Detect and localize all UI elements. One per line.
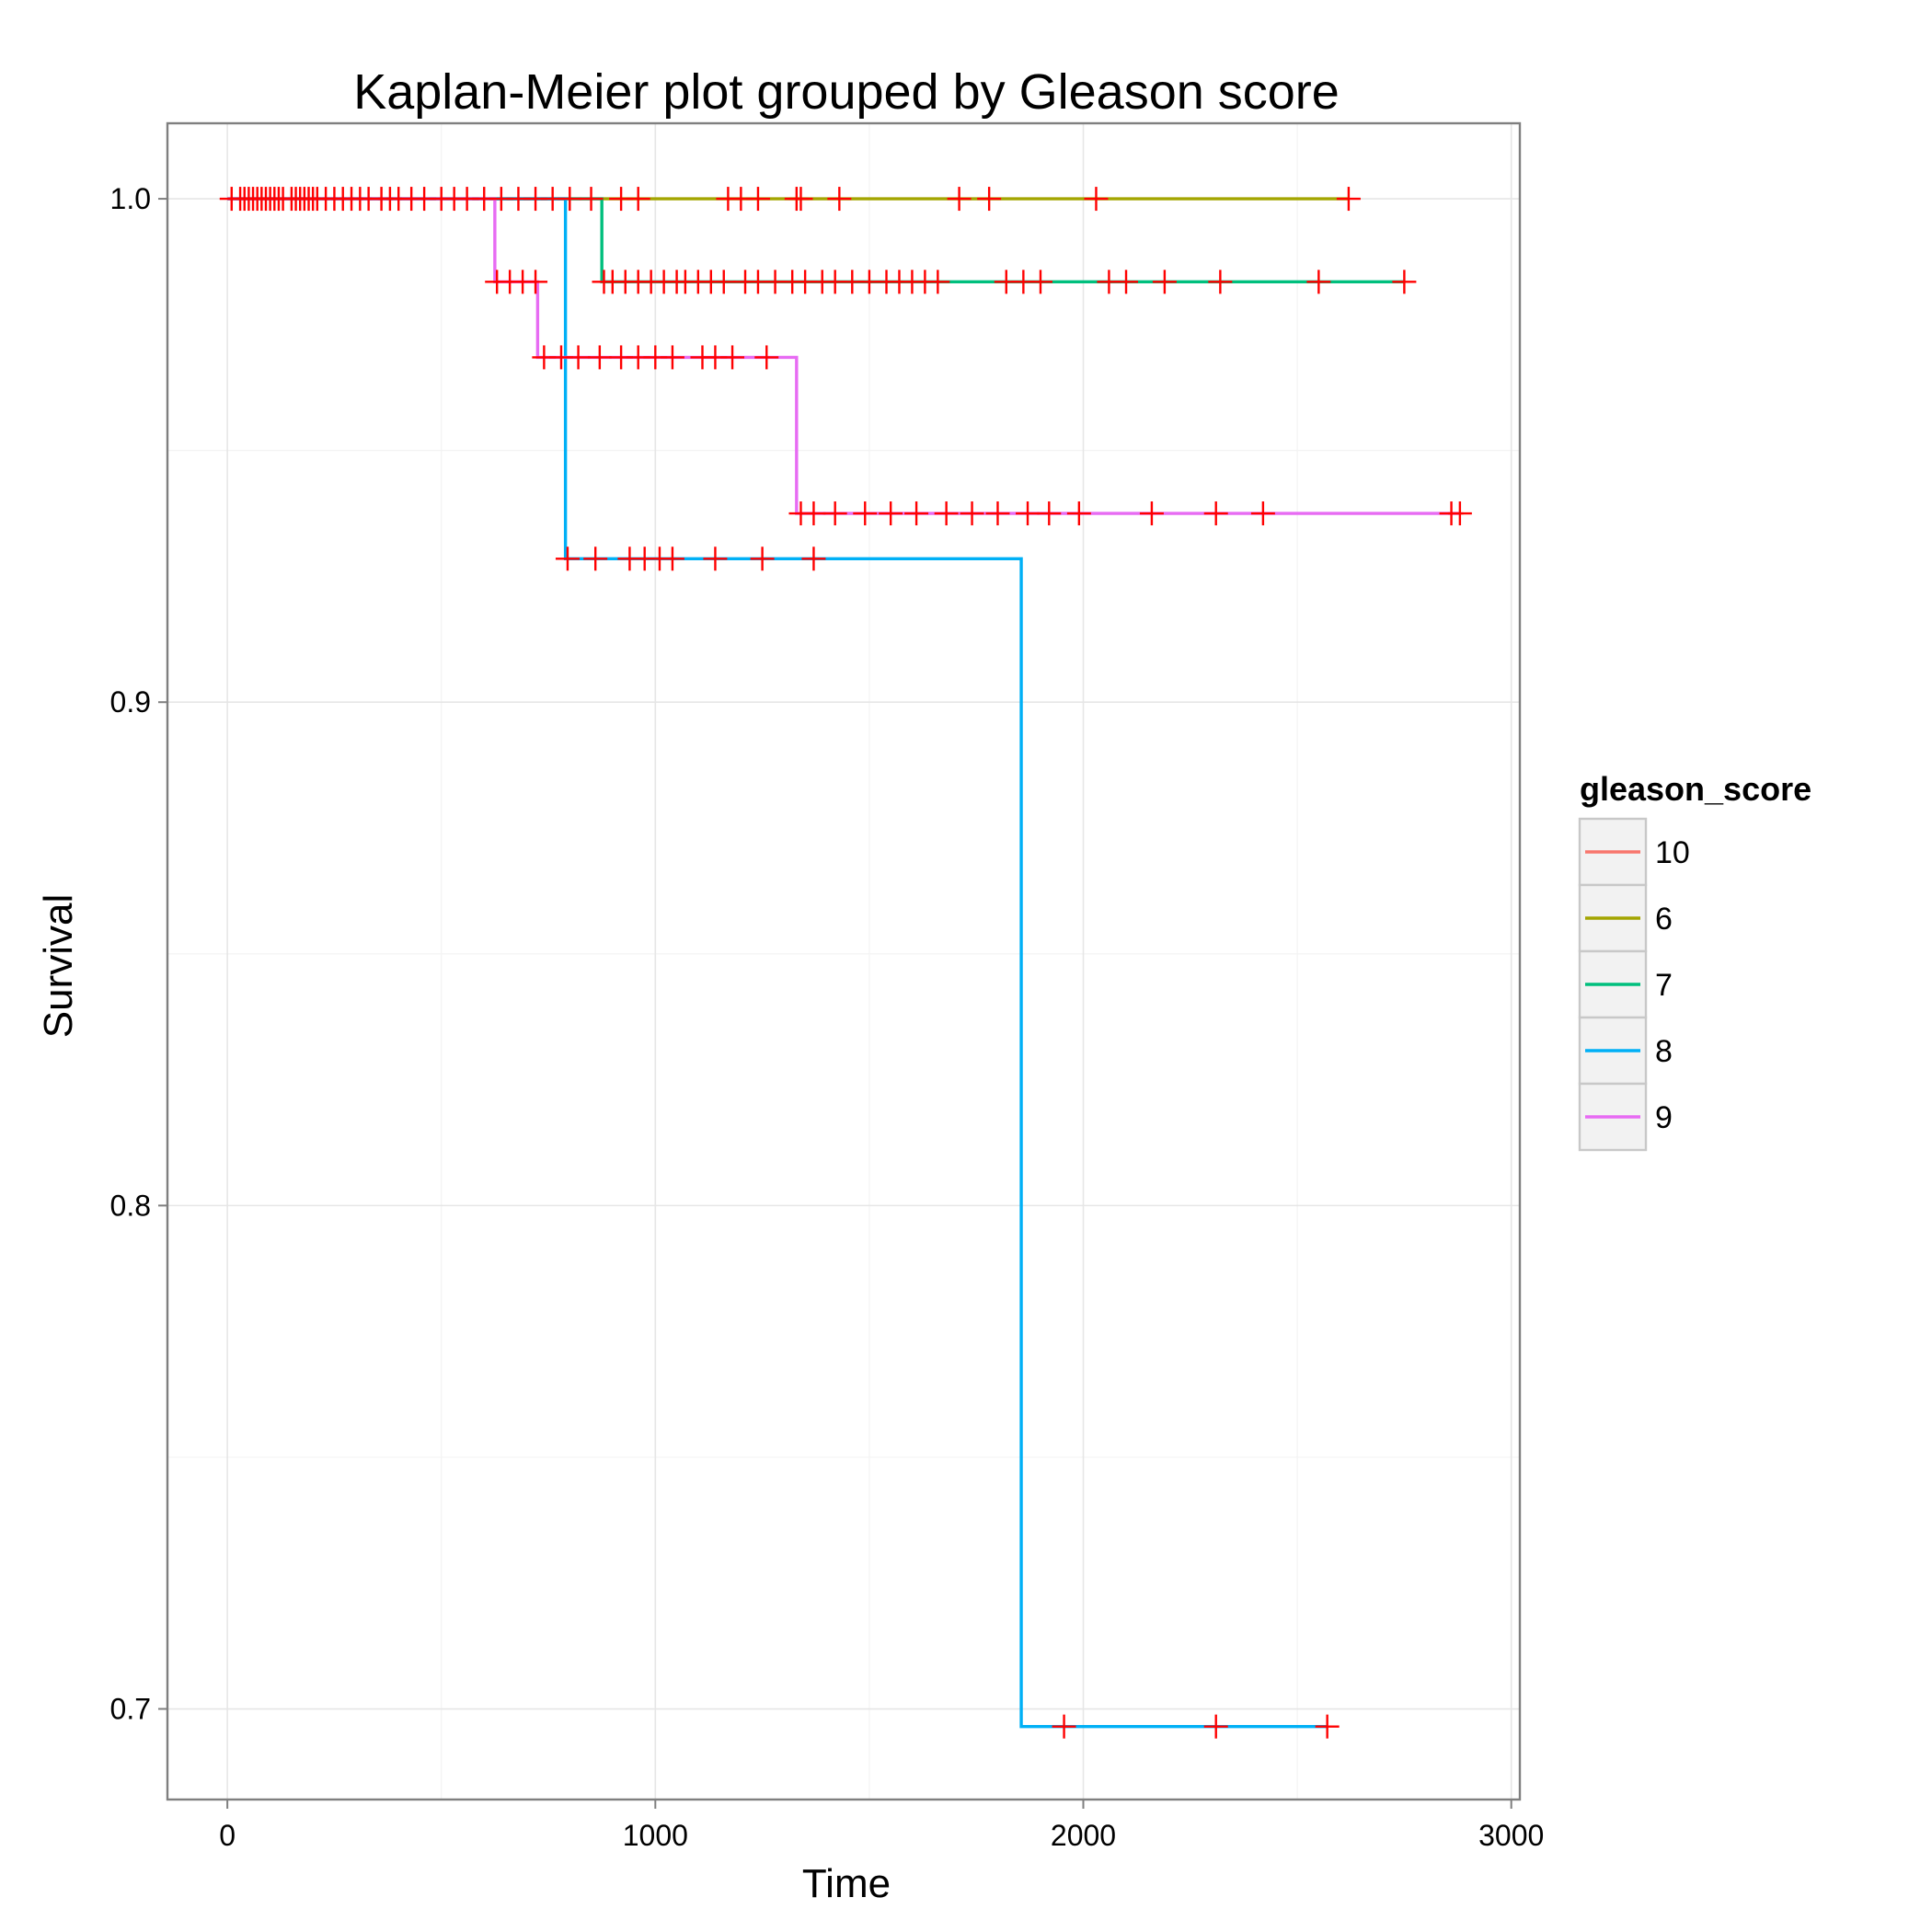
censor-mark-6 xyxy=(626,187,650,212)
censor-mark-9 xyxy=(660,345,684,370)
y-tick-label: 1.0 xyxy=(110,182,151,215)
legend-title: gleason_score xyxy=(1580,770,1811,808)
legend-label-7: 7 xyxy=(1655,968,1673,1003)
censor-mark-7 xyxy=(711,270,736,294)
censor-mark-9 xyxy=(1139,501,1164,526)
censor-mark-7 xyxy=(1028,270,1052,294)
censor-mark-9 xyxy=(1037,501,1062,526)
censor-mark-9 xyxy=(879,501,903,526)
censor-mark-10 xyxy=(579,187,604,212)
censor-mark-7 xyxy=(1152,270,1177,294)
y-tick-label: 0.8 xyxy=(110,1189,151,1222)
x-tick-label: 0 xyxy=(219,1819,236,1852)
series-line-9 xyxy=(227,197,1460,515)
x-axis-title: Time xyxy=(802,1861,891,1906)
legend-label-6: 6 xyxy=(1655,902,1673,937)
censor-mark-7 xyxy=(1208,270,1233,294)
censor-mark-7 xyxy=(926,270,950,294)
censor-mark-9 xyxy=(801,501,826,526)
censor-mark-8 xyxy=(703,546,728,571)
censor-mark-9 xyxy=(754,345,779,370)
legend: gleason_score 10 6 7 8 9 xyxy=(1578,770,1811,1152)
censor-mark-9 xyxy=(566,345,591,370)
censor-mark-7 xyxy=(1306,270,1331,294)
censor-mark-10 xyxy=(558,187,582,212)
x-tick-label: 3000 xyxy=(1478,1819,1544,1852)
censor-mark-8 xyxy=(750,546,775,571)
censor-mark-8 xyxy=(555,546,580,571)
legend-label-8: 8 xyxy=(1655,1034,1673,1069)
censor-mark-9 xyxy=(523,270,548,294)
censor-mark-8 xyxy=(660,546,684,571)
censor-mark-8 xyxy=(801,546,826,571)
x-tick-label: 1000 xyxy=(623,1819,688,1852)
censor-mark-9 xyxy=(720,345,745,370)
censor-mark-6 xyxy=(745,187,770,212)
plot-area: 0 1000 2000 3000 0.7 0.8 0.9 1.0 xyxy=(110,121,1544,1852)
legend-label-9: 9 xyxy=(1655,1100,1673,1135)
censor-mark-8 xyxy=(583,546,608,571)
censor-mark-9 xyxy=(1203,501,1228,526)
censor-mark-6 xyxy=(947,187,972,212)
censor-mark-6 xyxy=(1084,187,1109,212)
censor-mark-9 xyxy=(1250,501,1275,526)
y-tick-label: 0.7 xyxy=(110,1693,151,1726)
censor-mark-9 xyxy=(960,501,984,526)
censor-mark-6 xyxy=(1336,187,1361,212)
censor-mark-7 xyxy=(1392,270,1417,294)
plot-border xyxy=(166,121,1522,1801)
chart-title: Kaplan-Meier plot grouped by Gleason sco… xyxy=(353,64,1340,120)
censor-mark-9 xyxy=(904,501,929,526)
censor-mark-6 xyxy=(788,187,813,212)
y-tick-label: 0.9 xyxy=(110,685,151,719)
censor-mark-9 xyxy=(1016,501,1041,526)
censor-mark-6 xyxy=(977,187,1002,212)
censor-mark-9 xyxy=(1447,501,1472,526)
censor-mark-9 xyxy=(934,501,959,526)
censor-mark-9 xyxy=(985,501,1010,526)
censor-mark-8 xyxy=(1203,1714,1228,1739)
censor-mark-9 xyxy=(1066,501,1091,526)
x-tick-label: 2000 xyxy=(1051,1819,1116,1852)
censor-mark-9 xyxy=(853,501,878,526)
censor-mark-7 xyxy=(1114,270,1139,294)
censor-mark-6 xyxy=(827,187,852,212)
censor-mark-9 xyxy=(587,345,612,370)
y-axis-title: Survival xyxy=(36,894,81,1039)
censor-mark-9 xyxy=(822,501,847,526)
censor-mark-8 xyxy=(1315,1714,1340,1739)
legend-label-10: 10 xyxy=(1655,835,1690,870)
censor-mark-8 xyxy=(1052,1714,1076,1739)
